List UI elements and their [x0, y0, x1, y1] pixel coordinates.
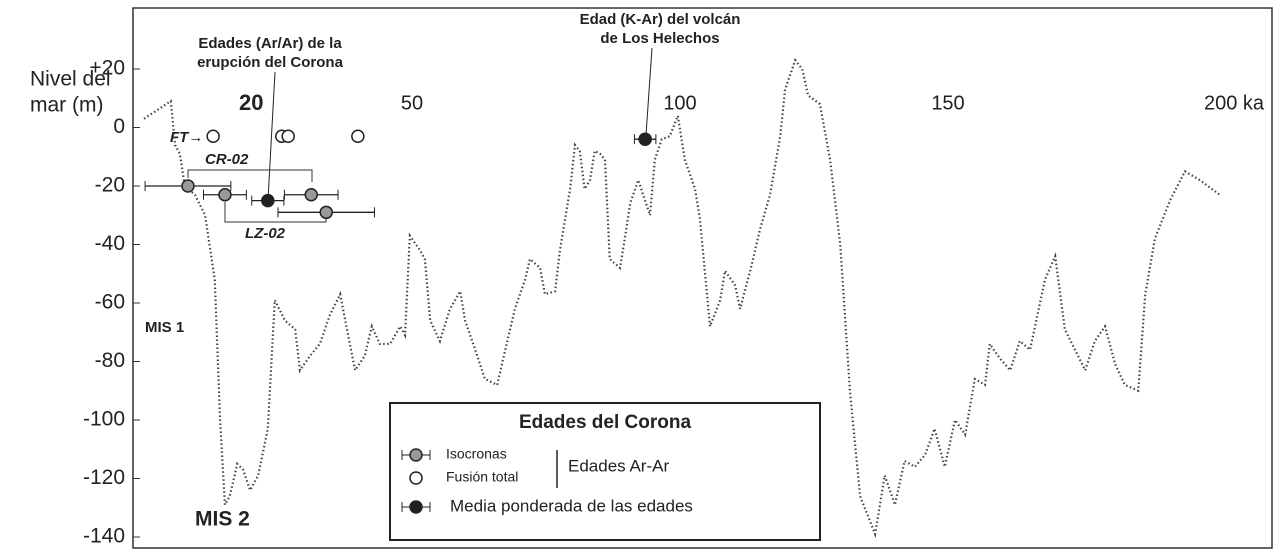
annotation: MIS 2 [195, 508, 250, 531]
annotation: erupción del Corona [197, 54, 344, 71]
y-tick-label: -100 [83, 408, 125, 431]
annotation: Edades (Ar/Ar) de la [198, 35, 342, 52]
annotation: MIS 1 [145, 319, 184, 336]
point [218, 188, 232, 202]
point [319, 205, 333, 220]
x-tick-label: 100 [663, 92, 696, 114]
y-tick-label: -20 [95, 174, 125, 197]
point [351, 129, 365, 144]
legend-label: Isocronas [446, 446, 507, 462]
point [304, 188, 318, 202]
sea-level-line [143, 57, 1221, 539]
legend-label: Fusión total [446, 469, 518, 485]
bracket [224, 202, 327, 223]
y-tick-label: -120 [83, 466, 125, 489]
legend-marker [409, 448, 423, 462]
annotation: FT→ [170, 129, 203, 146]
point [206, 129, 220, 144]
x-tick-label: 20 [239, 90, 263, 115]
annotation-line [267, 71, 276, 201]
y-tick-label: -140 [83, 525, 125, 548]
annotation-line [645, 47, 653, 136]
bracket [187, 169, 313, 182]
y-tick-label: -60 [95, 291, 125, 314]
annotation: Edad (K-Ar) del volcán [580, 11, 741, 28]
annotation: CR-02 [205, 151, 249, 168]
plot-frame [132, 7, 1273, 549]
y-tick-label: +20 [89, 57, 125, 80]
y-label: Nivel del [30, 68, 111, 91]
y-label: mar (m) [30, 94, 103, 117]
y-tick-label: -80 [95, 349, 125, 372]
annotation: de Los Helechos [600, 30, 719, 47]
legend-marker [409, 500, 423, 514]
x-tick-label: 200 ka [1204, 92, 1265, 114]
legend [389, 402, 821, 541]
point [638, 132, 652, 146]
legend-title: Edades del Corona [519, 412, 692, 433]
annotation: LZ-02 [245, 225, 286, 242]
x-tick-label: 50 [401, 92, 423, 114]
x-tick-label: 150 [931, 92, 964, 114]
y-tick-label: -40 [95, 232, 125, 255]
legend-marker [409, 471, 423, 485]
y-tick-label: 0 [113, 115, 125, 138]
point [261, 193, 275, 208]
point [181, 179, 195, 193]
legend-label: Media ponderada de las edades [450, 496, 693, 515]
legend-group: Edades Ar-Ar [568, 456, 669, 475]
point [281, 129, 295, 144]
